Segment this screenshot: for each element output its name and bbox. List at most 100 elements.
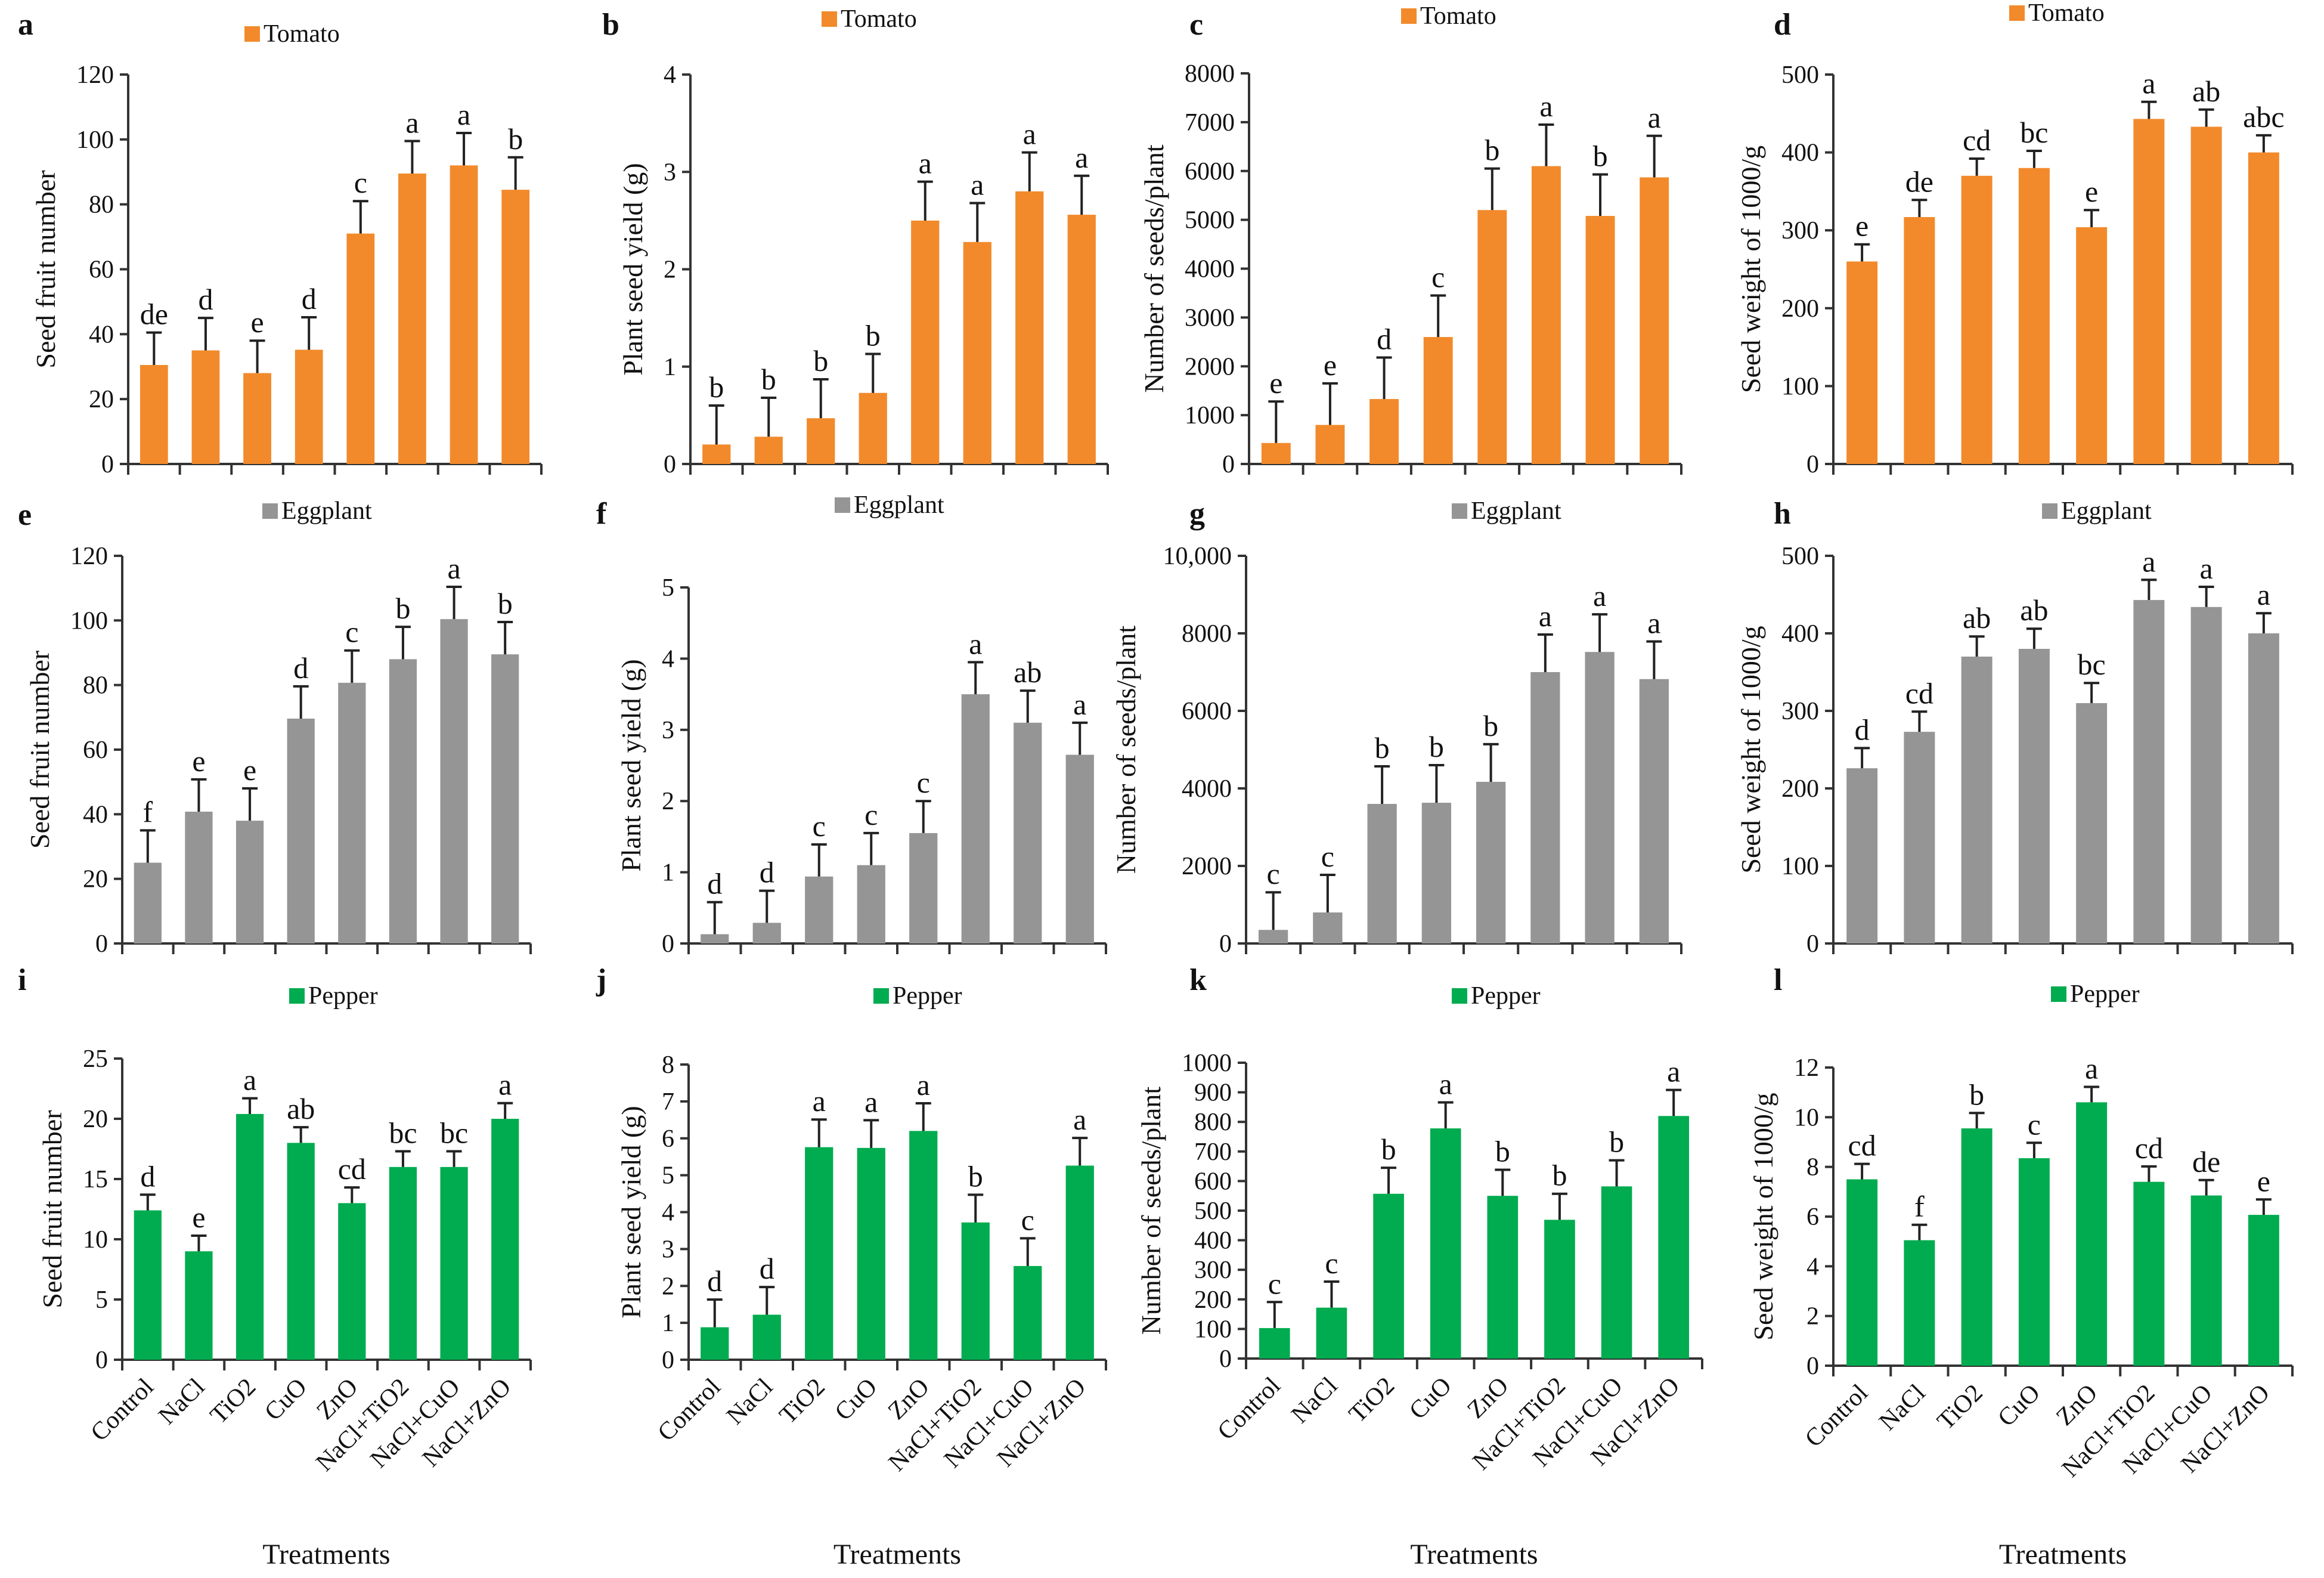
significance-label: a xyxy=(2085,1052,2098,1085)
significance-label: a xyxy=(917,1068,930,1101)
y-tick-label: 8000 xyxy=(1182,620,1232,648)
bar xyxy=(236,1113,264,1360)
significance-label: e xyxy=(2257,1164,2270,1198)
bar xyxy=(805,876,833,943)
y-tick-label: 200 xyxy=(1781,295,1819,323)
significance-label: b xyxy=(395,592,410,625)
significance-label: c xyxy=(1325,1246,1338,1280)
legend-swatch xyxy=(2009,5,2025,21)
y-tick-label: 300 xyxy=(1194,1257,1232,1284)
y-tick-label: 60 xyxy=(83,737,108,764)
y-tick-label: 0 xyxy=(662,930,674,958)
significance-label: cd xyxy=(1848,1129,1876,1162)
bar xyxy=(1846,768,1878,943)
bar xyxy=(805,1147,833,1360)
chart-panel-b: b Tomato 0 1 2 3 4 Plant seed yield (g) b b b b a a a a xyxy=(602,5,1109,478)
panel-letter: h xyxy=(1774,497,1791,531)
significance-label: ab xyxy=(2020,593,2048,627)
bar xyxy=(752,923,781,943)
y-tick-label: 2 xyxy=(662,788,674,815)
y-tick-label: 4000 xyxy=(1182,775,1232,803)
significance-label: d xyxy=(707,1264,722,1298)
bar xyxy=(398,173,426,464)
bar xyxy=(1369,399,1399,464)
y-axis-title: Plant seed yield (g) xyxy=(616,1106,646,1318)
panel-letter: f xyxy=(596,497,607,531)
y-tick-label: 10 xyxy=(1794,1104,1819,1131)
bar xyxy=(1067,215,1096,464)
y-tick-label: 20 xyxy=(83,1106,108,1133)
significance-label: b xyxy=(1375,731,1390,765)
x-tick-label: NaCl xyxy=(721,1373,778,1430)
bar xyxy=(1961,1128,1993,1366)
y-tick-label: 120 xyxy=(76,61,114,89)
x-tick-label: TiO2 xyxy=(774,1373,831,1430)
significance-label: b xyxy=(761,363,776,396)
significance-label: b xyxy=(1593,139,1608,172)
bar xyxy=(1658,1116,1690,1359)
significance-label: d xyxy=(760,856,774,889)
bar xyxy=(2133,600,2165,943)
y-tick-label: 4000 xyxy=(1185,256,1235,283)
bar xyxy=(1423,337,1453,464)
bar xyxy=(1261,443,1291,464)
y-axis-title: Number of seeds/plant xyxy=(1136,1087,1166,1335)
bar xyxy=(1065,1165,1094,1360)
panel-letter: d xyxy=(1774,8,1791,42)
bar xyxy=(185,1251,213,1360)
y-axis-title: Plant seed yield (g) xyxy=(618,163,648,375)
y-tick-label: 40 xyxy=(83,801,108,828)
bar xyxy=(287,1143,315,1360)
bar xyxy=(1640,177,1669,464)
significance-label: d xyxy=(1377,323,1392,356)
y-tick-label: 80 xyxy=(83,672,108,700)
y-axis-title: Plant seed yield (g) xyxy=(616,659,646,871)
bar xyxy=(1367,804,1397,943)
bar xyxy=(961,1222,990,1360)
significance-label: c xyxy=(345,615,358,649)
y-tick-label: 3 xyxy=(662,1236,674,1263)
chart-panel-j: j Pepper 0 1 2 3 4 5 6 7 8 Plant seed yield (g) d Con… xyxy=(596,963,1107,1570)
significance-label: cd xyxy=(1905,676,1933,710)
y-tick-label: 100 xyxy=(1781,853,1819,880)
significance-label: ab xyxy=(1963,601,1991,635)
y-tick-label: 8000 xyxy=(1185,60,1235,88)
significance-label: a xyxy=(1648,101,1661,134)
bar xyxy=(2133,1181,2165,1366)
significance-label: b xyxy=(866,319,881,352)
significance-label: a xyxy=(2257,578,2270,611)
bar xyxy=(2018,649,2050,943)
legend-swatch xyxy=(1452,988,1467,1004)
y-tick-label: 2 xyxy=(664,256,676,284)
significance-label: e xyxy=(2085,175,2098,208)
y-axis-title: Seed weight of 1000/g xyxy=(1748,1093,1778,1340)
y-tick-label: 600 xyxy=(1194,1168,1232,1195)
bar xyxy=(440,619,468,943)
y-tick-label: 900 xyxy=(1194,1079,1232,1107)
y-axis-title: Number of seeds/plant xyxy=(1111,626,1141,874)
y-tick-label: 40 xyxy=(89,321,114,348)
bar xyxy=(501,190,530,464)
x-tick-label: Control xyxy=(1800,1379,1873,1453)
bar xyxy=(338,682,366,943)
legend-swatch xyxy=(262,503,278,519)
x-tick-label: CuO xyxy=(1404,1372,1457,1425)
significance-label: c xyxy=(1321,840,1334,873)
legend-swatch xyxy=(873,988,889,1004)
chart-panel-f: f Eggplant 0 1 2 3 4 5 Plant seed yield (g) d d c c c… xyxy=(596,491,1107,958)
y-tick-label: 2000 xyxy=(1182,853,1232,880)
legend-label: Eggplant xyxy=(1471,497,1561,525)
y-tick-label: 80 xyxy=(89,191,114,219)
significance-label: d xyxy=(760,1252,774,1285)
significance-label: a xyxy=(447,552,460,585)
significance-label: c xyxy=(1021,1203,1034,1236)
bar xyxy=(1373,1193,1404,1359)
bar xyxy=(389,659,417,943)
legend-label: Pepper xyxy=(308,982,378,1010)
significance-label: a xyxy=(969,627,982,660)
significance-label: b xyxy=(498,587,513,620)
y-tick-label: 6000 xyxy=(1185,158,1235,185)
bar xyxy=(963,242,991,464)
significance-label: cd xyxy=(1963,123,1991,157)
